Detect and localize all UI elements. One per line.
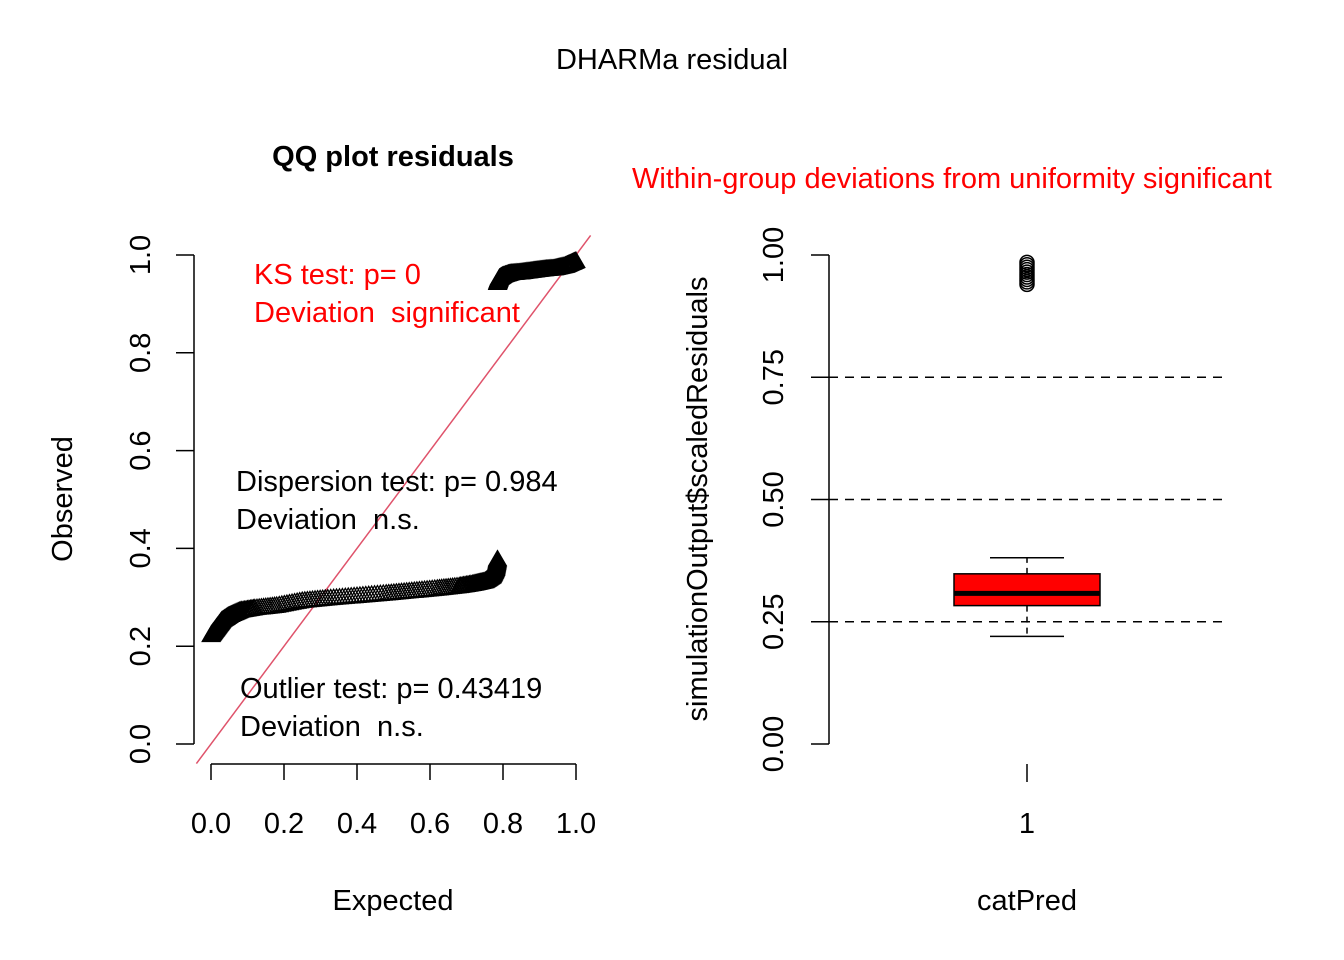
ks-test-text: KS test: p= 0	[254, 259, 421, 291]
qq-reference-line	[195, 234, 592, 765]
boxplot-axes: 0.00 0.25 0.50 0.75 1.00 1	[758, 227, 1035, 840]
boxplot-y-tick-label: 1.00	[758, 227, 790, 283]
boxplot-y-tick-label: 0.75	[758, 349, 790, 405]
qq-y-tick-label: 0.0	[125, 724, 157, 764]
ks-deviation-text: Deviation significant	[254, 297, 520, 329]
qq-x-tick-label: 0.0	[191, 808, 231, 840]
qq-axes: 0.0 0.2 0.4 0.6 0.8 1.0 0.0 0.2 0.4 0.6 0.8 1.0	[125, 235, 596, 840]
boxplot-x-tick-label: 1	[1019, 808, 1035, 840]
boxplot-outlier	[1019, 254, 1035, 271]
boxplot-title: Within-group deviations from uniformity …	[632, 163, 1272, 195]
main-title: DHARMa residual	[556, 44, 788, 76]
qq-y-tick-label: 0.6	[125, 430, 157, 470]
qq-x-tick-label: 0.2	[264, 808, 304, 840]
qq-y-tick-label: 0.8	[125, 333, 157, 373]
qq-x-axis-label: Expected	[333, 885, 454, 917]
boxplot-x-axis-label: catPred	[977, 885, 1077, 917]
qq-x-tick-label: 0.4	[337, 808, 377, 840]
boxplot-y-tick-label: 0.50	[758, 471, 790, 527]
boxplot-y-axis-label: simulationOutput$scaledResiduals	[682, 277, 714, 722]
qq-plot-panel: QQ plot residuals Expected Observed 0.0 0…	[47, 141, 596, 917]
boxplot-y-tick-label: 0.00	[758, 716, 790, 772]
outlier-test-text: Outlier test: p= 0.43419	[240, 673, 542, 705]
qq-points	[201, 251, 586, 643]
qq-y-tick-label: 1.0	[125, 235, 157, 275]
qq-point-upper	[566, 251, 586, 268]
boxplot-box	[953, 556, 1101, 638]
qq-plot-title: QQ plot residuals	[272, 141, 514, 173]
boxplot-iqr-box	[953, 573, 1101, 607]
boxplot-outliers	[1019, 254, 1035, 293]
qq-x-tick-label: 1.0	[556, 808, 596, 840]
qq-point-lower	[487, 549, 508, 567]
boxplot-y-tick-label: 0.25	[758, 594, 790, 650]
qq-x-tick-label: 0.8	[483, 808, 523, 840]
dispersion-test-text: Dispersion test: p= 0.984	[236, 466, 558, 498]
qq-y-tick-label: 0.4	[125, 528, 157, 568]
qq-x-tick-label: 0.6	[410, 808, 450, 840]
dispersion-deviation-text: Deviation n.s.	[236, 504, 420, 536]
outlier-deviation-text: Deviation n.s.	[240, 711, 424, 743]
qq-y-tick-label: 0.2	[125, 626, 157, 666]
qq-y-axis-label: Observed	[47, 436, 79, 562]
boxplot-panel: Within-group deviations from uniformity …	[632, 163, 1272, 917]
